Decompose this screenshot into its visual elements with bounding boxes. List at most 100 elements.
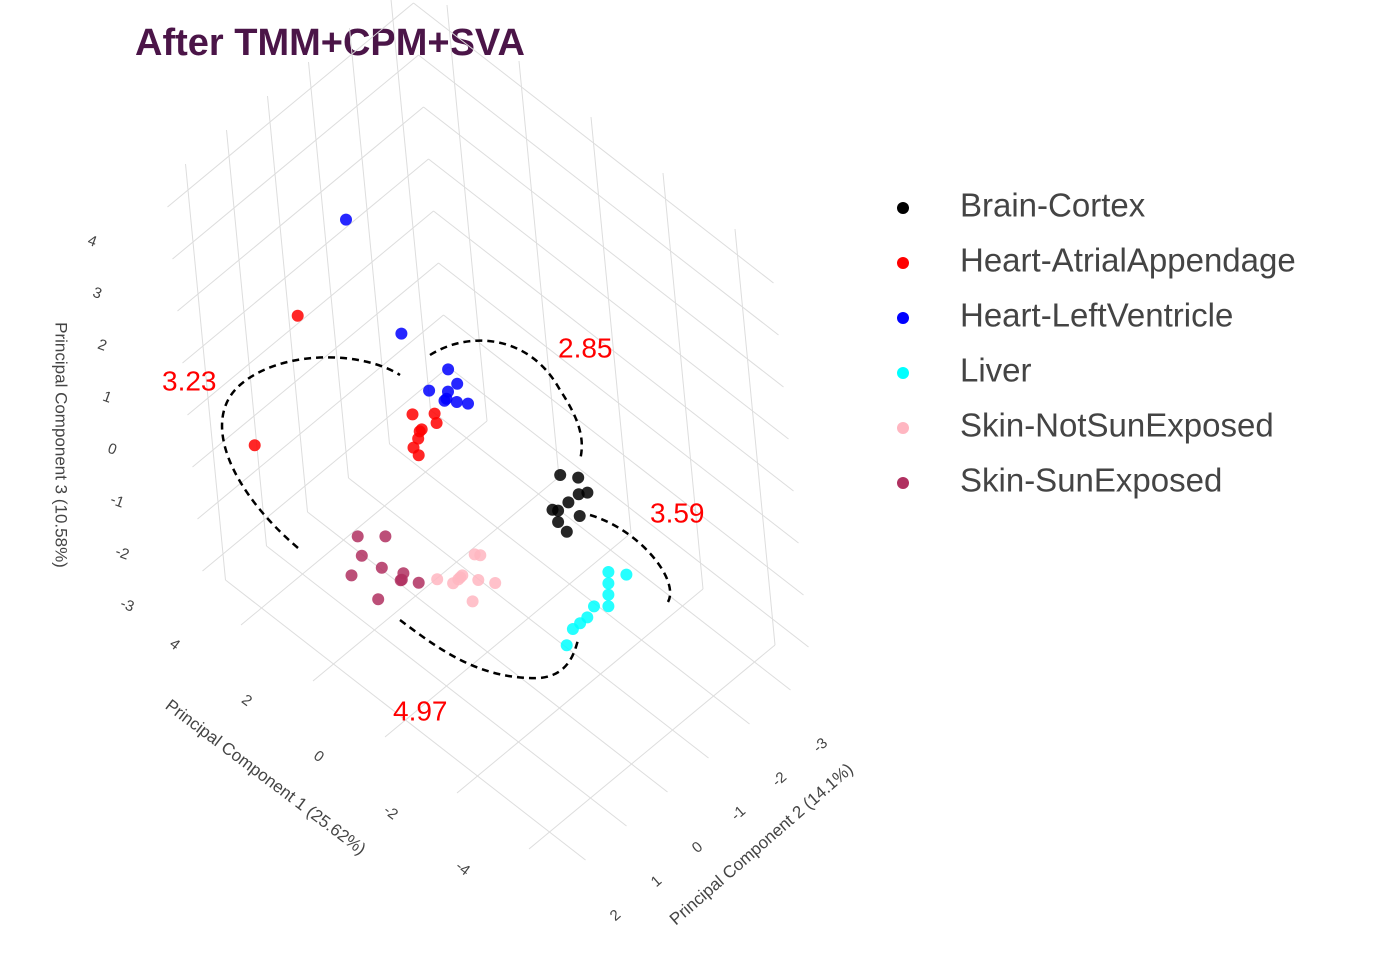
legend-label: Liver xyxy=(960,352,1032,389)
grid-line xyxy=(418,54,779,336)
grid-line xyxy=(192,262,439,468)
grid-line xyxy=(308,61,349,479)
grid-line xyxy=(197,314,444,520)
point xyxy=(562,496,575,509)
point xyxy=(466,595,479,608)
point xyxy=(375,561,388,574)
distance-curve xyxy=(589,513,672,603)
point xyxy=(438,394,451,407)
point xyxy=(447,577,460,590)
grid-line xyxy=(446,4,488,422)
point xyxy=(412,576,425,589)
grid-line xyxy=(430,409,791,691)
point xyxy=(430,417,443,429)
grid-line xyxy=(456,588,704,794)
point xyxy=(462,397,474,410)
point xyxy=(248,439,261,452)
grid-line xyxy=(389,443,750,725)
z-tick-label: 2 xyxy=(95,336,109,355)
grid-line xyxy=(734,228,776,646)
point xyxy=(560,639,573,652)
y-tick-label: 2 xyxy=(607,906,624,924)
grid-line xyxy=(590,116,632,534)
grid: -4 -2 0 2 4 -3 -2 -1 0 1 2 -3 -2 -1 0 1 2 3 4 xyxy=(85,0,831,925)
point xyxy=(566,623,579,635)
point xyxy=(602,577,615,590)
point xyxy=(395,327,408,340)
point xyxy=(442,385,454,398)
z-tick-label: 1 xyxy=(100,388,114,407)
point xyxy=(442,363,455,376)
z-tick-label: 0 xyxy=(105,440,119,459)
grid-line xyxy=(202,366,449,572)
point xyxy=(572,471,585,484)
point xyxy=(340,213,352,226)
x-tick-label: -2 xyxy=(380,802,401,824)
point xyxy=(394,574,407,587)
x-tick-label: 0 xyxy=(310,747,327,766)
legend-label: Heart-AtrialAppendage xyxy=(960,242,1296,279)
point xyxy=(472,574,485,586)
chart-title: After TMM+CPM+SVA xyxy=(135,22,525,64)
point xyxy=(345,569,358,582)
x-tick-label: 2 xyxy=(238,691,255,710)
grid-line xyxy=(384,532,632,738)
grid-line xyxy=(267,95,308,513)
point xyxy=(552,516,565,528)
grid-line xyxy=(528,644,776,850)
z-axis-title: Principal Component 3 (10.58%) xyxy=(52,322,71,568)
grid-line xyxy=(307,511,668,793)
legend-marker xyxy=(897,202,909,214)
point xyxy=(581,486,594,499)
point xyxy=(588,600,600,613)
point xyxy=(412,449,425,462)
grid-line xyxy=(390,0,431,411)
point xyxy=(428,407,441,420)
legend-marker xyxy=(897,422,909,434)
legend-marker xyxy=(897,312,909,324)
points xyxy=(248,213,633,652)
point xyxy=(412,432,425,445)
legend: Brain-Cortex Heart-AtrialAppendage Heart-L… xyxy=(897,187,1296,499)
grid-line xyxy=(240,420,488,626)
point xyxy=(351,530,364,543)
annotation: 4.97 xyxy=(393,695,448,726)
legend-label: Skin-NotSunExposed xyxy=(960,407,1274,444)
grid-line xyxy=(172,54,419,260)
point xyxy=(581,611,594,624)
y-tick-label: -1 xyxy=(728,803,749,825)
grid-line xyxy=(433,210,794,492)
point xyxy=(489,577,502,589)
point xyxy=(450,396,463,408)
distance-curve xyxy=(429,339,584,461)
annotation: 3.59 xyxy=(650,497,705,528)
grid-line xyxy=(177,106,424,312)
point xyxy=(431,573,444,586)
grid-line xyxy=(423,106,784,388)
legend-marker xyxy=(897,367,909,379)
grid-line xyxy=(662,172,704,590)
x-axis-title: Principal Component 1 (25.62%) xyxy=(162,696,370,859)
point xyxy=(602,600,615,613)
legend-marker xyxy=(897,477,909,489)
y-tick-label: -3 xyxy=(810,735,831,757)
distance-curve xyxy=(399,618,580,680)
grid-line xyxy=(438,262,799,544)
grid-line xyxy=(167,2,414,208)
point xyxy=(372,593,385,606)
point xyxy=(415,423,428,436)
point xyxy=(451,377,464,390)
x-tick-label: -4 xyxy=(452,858,473,880)
grid-line xyxy=(443,314,804,596)
annotation: 3.23 xyxy=(162,365,217,396)
point xyxy=(379,530,392,543)
point xyxy=(554,469,567,481)
z-tick-label: 4 xyxy=(85,232,99,251)
point xyxy=(602,566,615,578)
grid-line xyxy=(225,579,586,861)
x-tick-label: 4 xyxy=(166,635,183,654)
grid-line xyxy=(448,366,809,648)
grid-line xyxy=(413,2,774,284)
point xyxy=(474,549,487,562)
